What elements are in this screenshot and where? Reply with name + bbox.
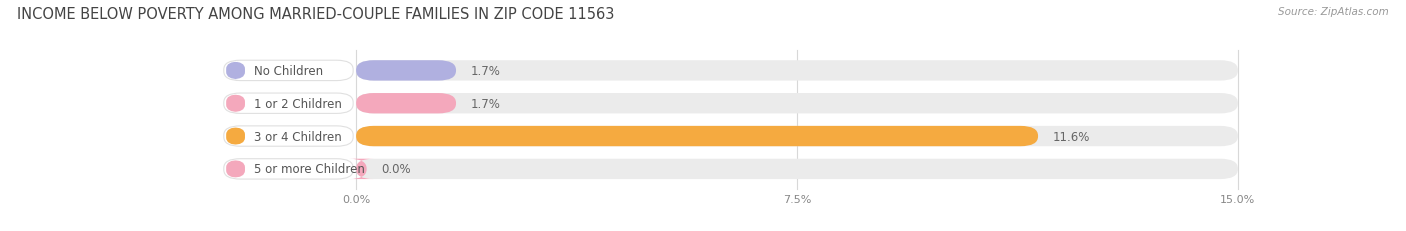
Text: 11.6%: 11.6% [1053, 130, 1090, 143]
FancyBboxPatch shape [224, 159, 353, 179]
Text: 1.7%: 1.7% [471, 65, 501, 78]
Text: INCOME BELOW POVERTY AMONG MARRIED-COUPLE FAMILIES IN ZIP CODE 11563: INCOME BELOW POVERTY AMONG MARRIED-COUPL… [17, 7, 614, 22]
Text: 3 or 4 Children: 3 or 4 Children [254, 130, 342, 143]
FancyBboxPatch shape [224, 126, 353, 147]
FancyBboxPatch shape [349, 159, 374, 179]
FancyBboxPatch shape [356, 126, 1038, 147]
FancyBboxPatch shape [356, 94, 1237, 114]
FancyBboxPatch shape [356, 159, 1237, 179]
Text: 1 or 2 Children: 1 or 2 Children [254, 97, 342, 110]
Text: No Children: No Children [254, 65, 323, 78]
Text: 0.0%: 0.0% [381, 163, 411, 176]
FancyBboxPatch shape [356, 61, 456, 81]
FancyBboxPatch shape [356, 61, 1237, 81]
FancyBboxPatch shape [226, 95, 245, 112]
FancyBboxPatch shape [224, 61, 353, 81]
FancyBboxPatch shape [226, 160, 245, 178]
FancyBboxPatch shape [356, 94, 456, 114]
Text: 1.7%: 1.7% [471, 97, 501, 110]
Text: Source: ZipAtlas.com: Source: ZipAtlas.com [1278, 7, 1389, 17]
FancyBboxPatch shape [224, 94, 353, 114]
FancyBboxPatch shape [226, 62, 245, 80]
FancyBboxPatch shape [226, 128, 245, 145]
Text: 5 or more Children: 5 or more Children [254, 163, 366, 176]
FancyBboxPatch shape [356, 126, 1237, 147]
